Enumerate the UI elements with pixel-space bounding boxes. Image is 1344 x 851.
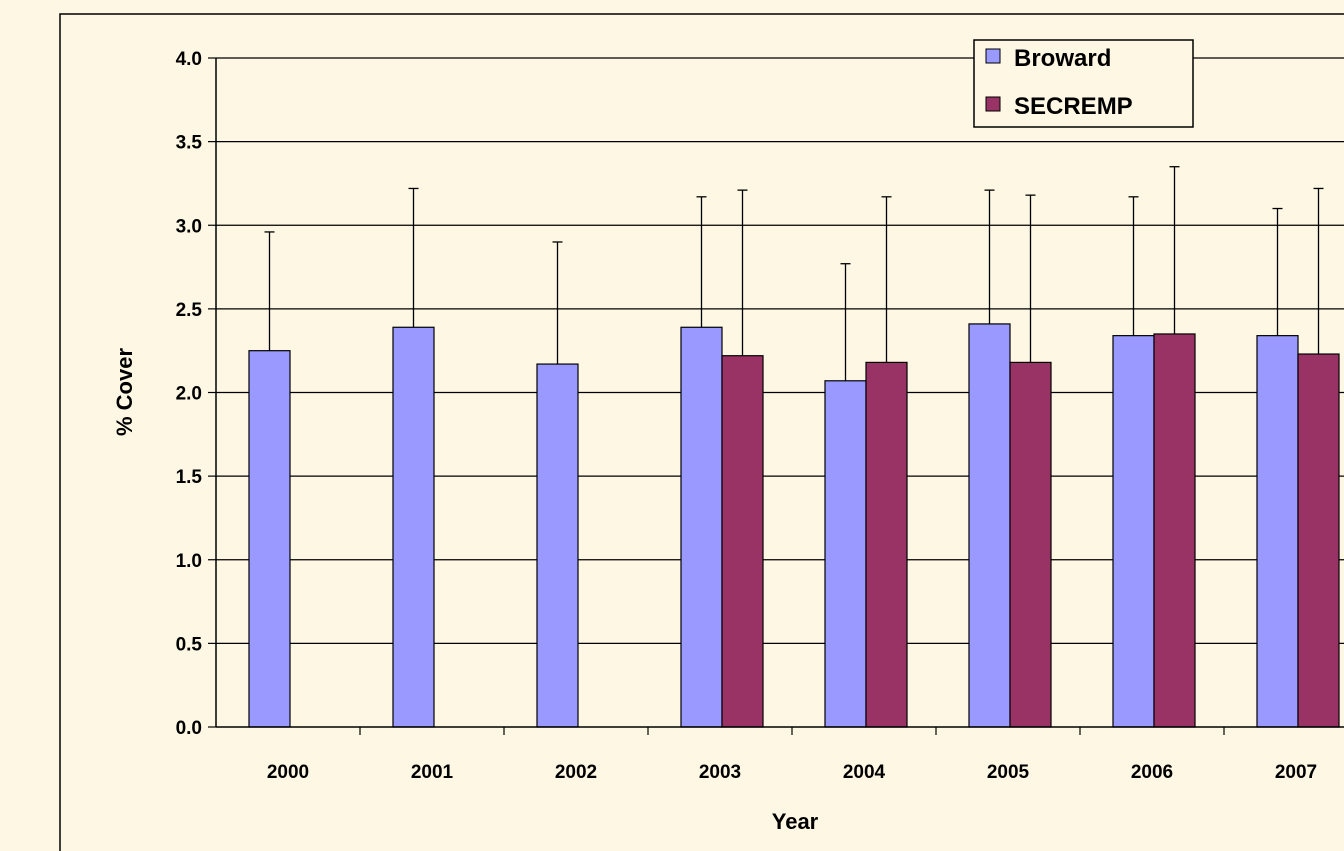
x-tick-labels: 2000 2001 2002 2003 2004 2005 2006 2007	[267, 762, 1317, 783]
y-tick-label: 3.5	[176, 133, 203, 154]
bars	[248, 323, 1340, 728]
x-axis-label: Year	[772, 809, 819, 834]
y-tick-label: 2.0	[176, 384, 202, 405]
legend-swatch-secremp	[985, 96, 1001, 112]
bar-broward-2007	[1256, 335, 1299, 728]
x-tick-label: 2003	[699, 762, 741, 783]
y-tick-label: 0.5	[176, 634, 203, 655]
y-tick-label: 1.5	[176, 467, 203, 488]
y-tick-label: 2.5	[176, 300, 203, 321]
x-tick-label: 2004	[843, 762, 886, 783]
bar-secremp-2003	[721, 355, 764, 728]
y-tick-label: 4.0	[176, 49, 202, 70]
bar-secremp-2007	[1297, 353, 1340, 728]
bar-secremp-2006	[1153, 333, 1196, 728]
bar-broward-2001	[392, 326, 435, 728]
axes	[208, 57, 1344, 735]
y-tick-label: 0.0	[176, 718, 202, 739]
legend-box	[973, 39, 1194, 128]
bar-secremp-2004	[865, 361, 908, 728]
bar-broward-2000	[248, 350, 291, 728]
bar-broward-2003	[680, 326, 723, 728]
x-tick-label: 2001	[411, 762, 454, 783]
y-tick-labels: 0.0 0.5 1.0 1.5 2.0 2.5 3.0 3.5 4.0	[176, 49, 203, 739]
x-tick-label: 2006	[1131, 762, 1173, 783]
y-tick-label: 1.0	[176, 551, 202, 572]
bar-secremp-2005	[1009, 361, 1052, 728]
error-bars	[264, 166, 1324, 381]
bar-broward-2006	[1112, 335, 1155, 728]
legend-swatch-broward	[985, 48, 1001, 64]
y-axis-label: % Cover	[112, 348, 137, 436]
y-tick-label: 3.0	[176, 216, 202, 237]
bar-broward-2005	[968, 323, 1011, 728]
legend: Broward SECREMP	[973, 39, 1194, 128]
x-tick-label: 2007	[1275, 762, 1317, 783]
bar-broward-2004	[824, 380, 867, 728]
bar-broward-2002	[536, 363, 579, 728]
legend-label-secremp: SECREMP	[1014, 93, 1133, 120]
x-tick-label: 2002	[555, 762, 597, 783]
x-tick-label: 2000	[267, 762, 309, 783]
x-tick-label: 2005	[987, 762, 1030, 783]
legend-label-broward: Broward	[1014, 45, 1111, 72]
